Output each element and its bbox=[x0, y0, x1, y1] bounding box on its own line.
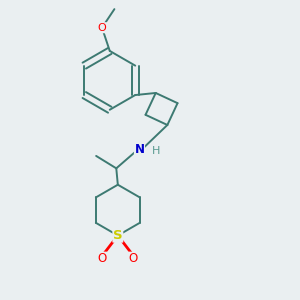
Text: O: O bbox=[98, 252, 107, 265]
Text: O: O bbox=[98, 23, 106, 33]
Text: O: O bbox=[129, 252, 138, 265]
Text: S: S bbox=[113, 229, 123, 242]
Text: N: N bbox=[134, 143, 145, 156]
Text: H: H bbox=[152, 146, 161, 156]
